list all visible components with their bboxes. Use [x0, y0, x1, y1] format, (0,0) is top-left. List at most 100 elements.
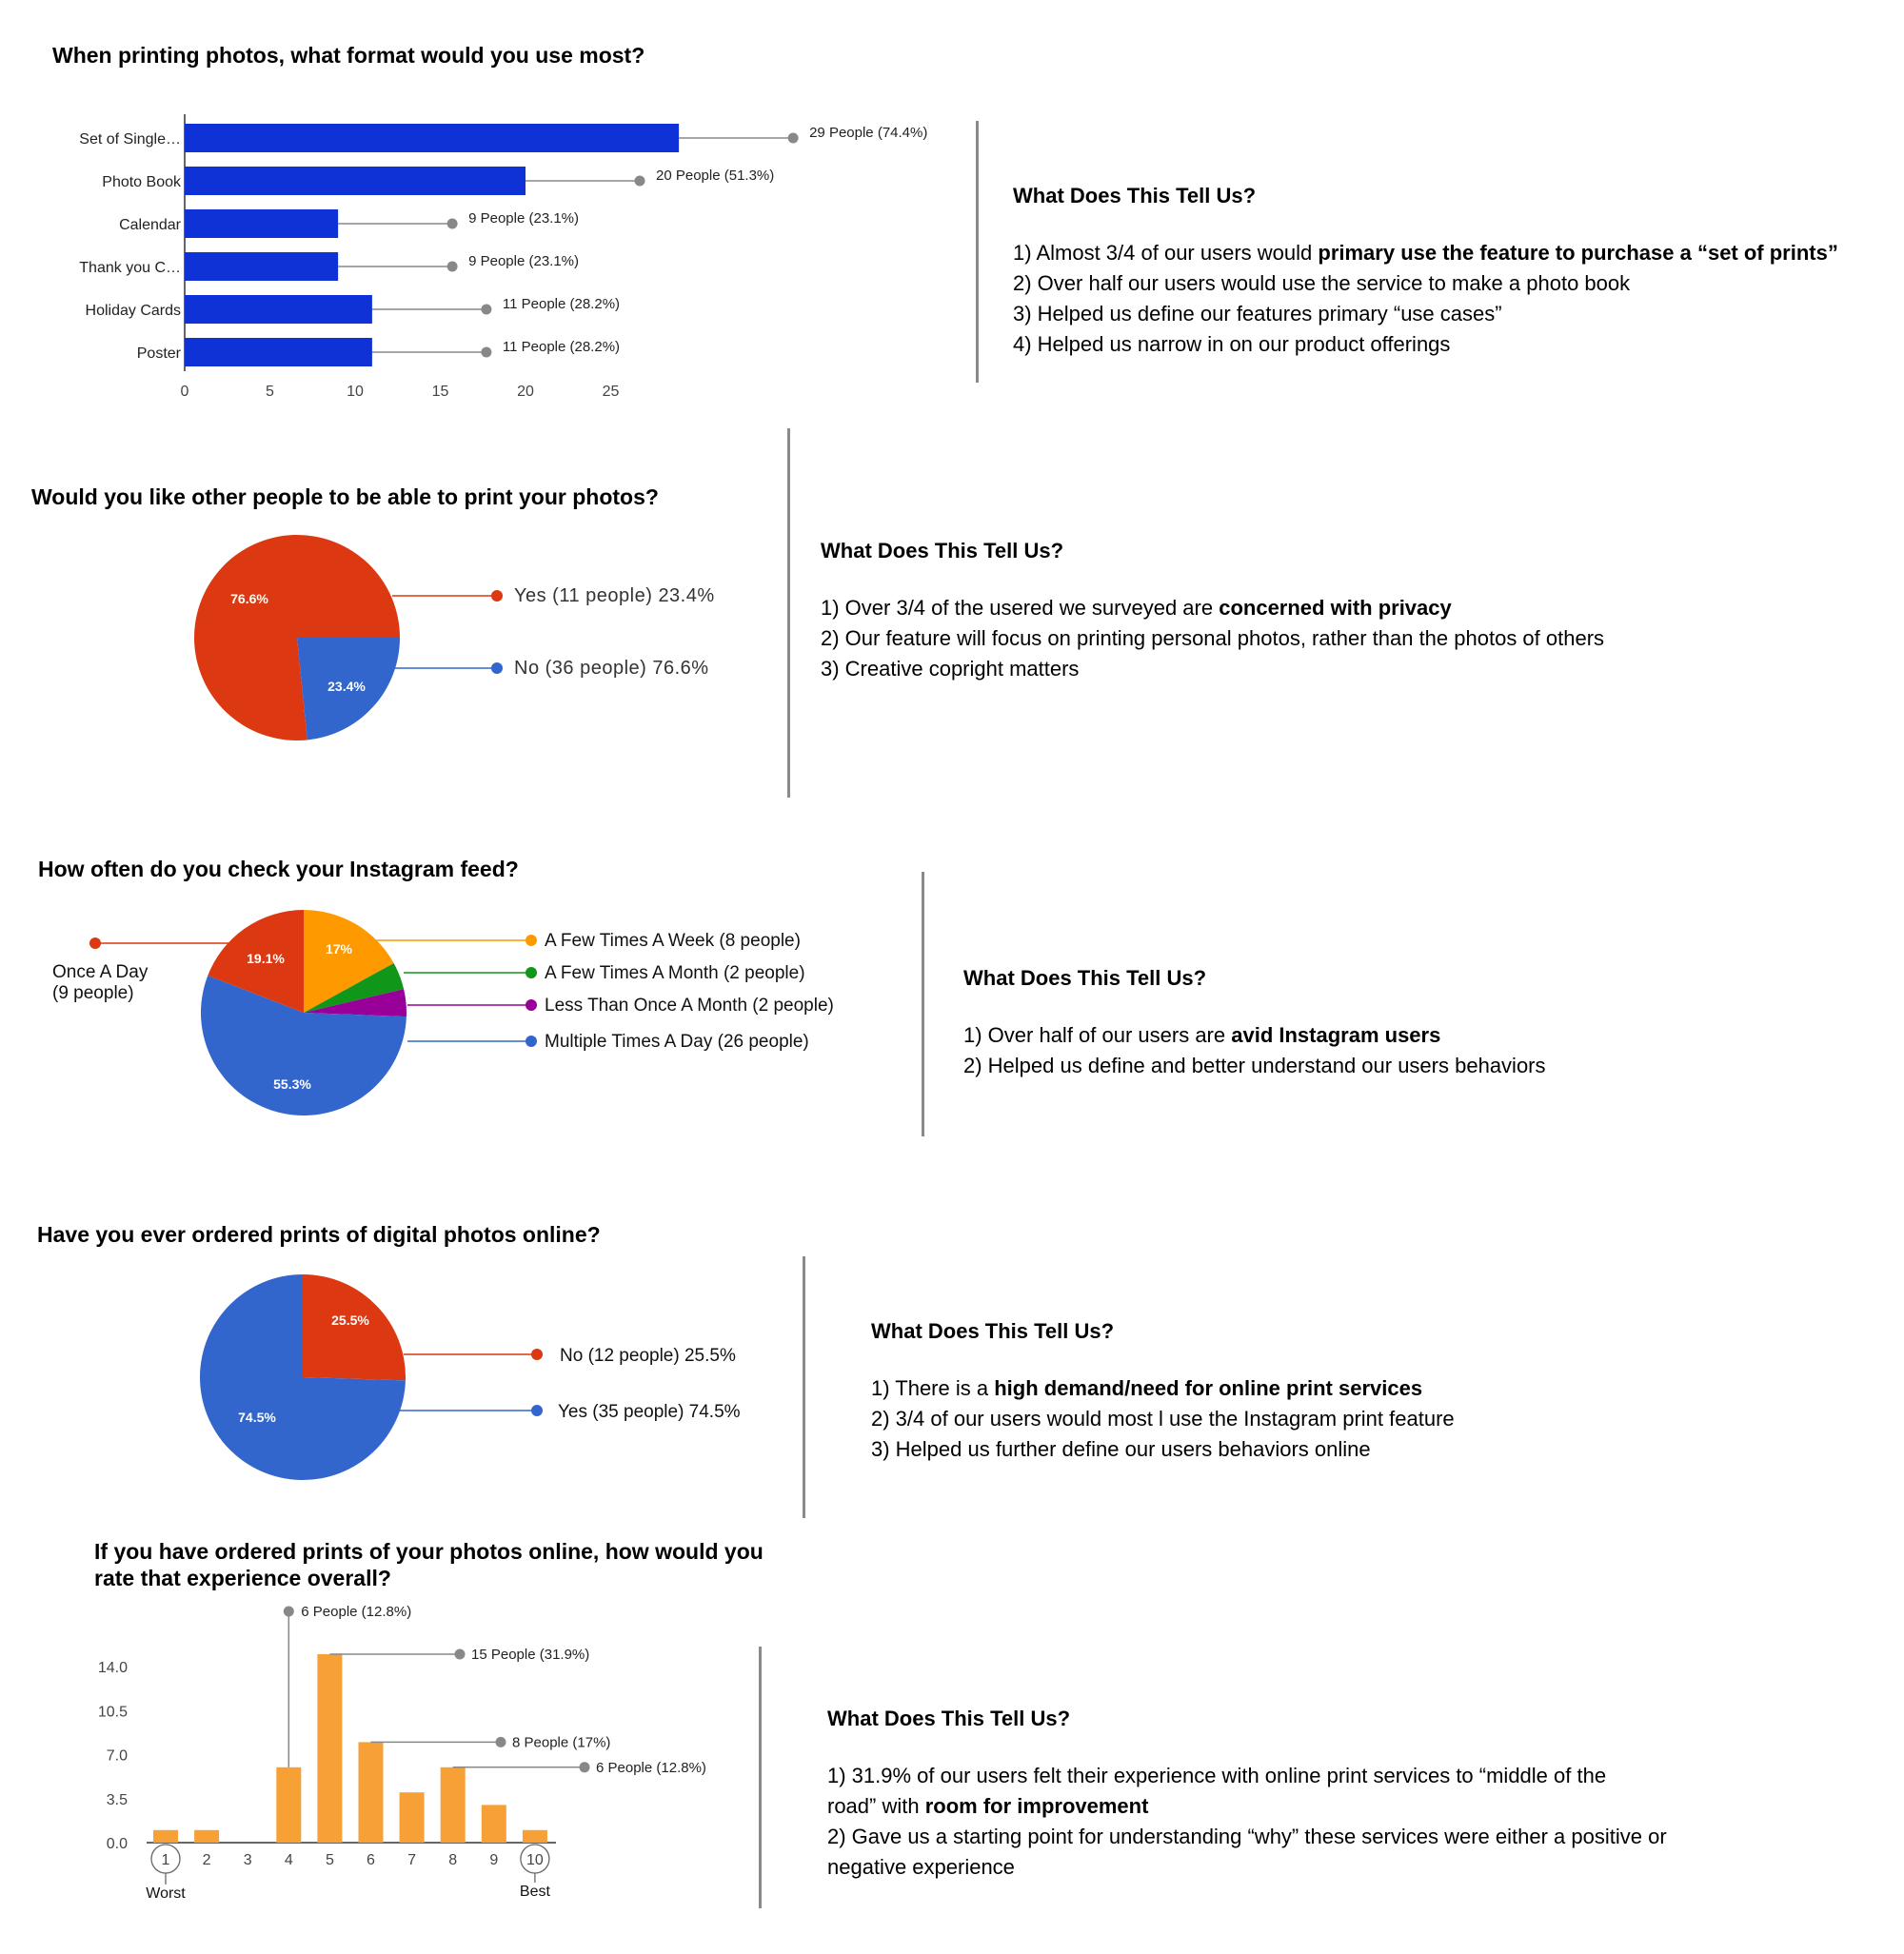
insight-line: 2) 3/4 of our users would most l use the…	[871, 1404, 1455, 1434]
pie-inner-label: 74.5%	[238, 1410, 276, 1425]
legend-dot	[531, 1405, 543, 1416]
insight-text: 3) Creative copright matters	[821, 657, 1080, 681]
annotation-dot	[495, 1736, 506, 1747]
x-tick-label: 1	[162, 1852, 170, 1868]
instagram-pie-chart: 17% 19.1% 55.3% A Few Times A Week (8 peopl…	[52, 910, 834, 1115]
bar	[185, 338, 372, 366]
x-tick-label: 4	[285, 1852, 293, 1868]
insight-heading: What Does This Tell Us?	[871, 1319, 1115, 1343]
divider-4	[803, 1256, 805, 1518]
data-label-dot	[634, 175, 645, 187]
x-tick-label: 25	[603, 384, 620, 400]
insight-text: 2) 3/4 of our users would most l use the…	[871, 1407, 1455, 1431]
pie-slice-yes	[297, 638, 400, 740]
category-label: Poster	[137, 345, 182, 362]
annotation-label: 6 People (12.8%)	[301, 1604, 411, 1620]
question-title-rating-line2: rate that experience overall?	[94, 1566, 391, 1590]
insight-line: 3) Helped us define our features primary…	[1013, 299, 1838, 329]
pie-inner-label: 25.5%	[331, 1313, 369, 1328]
insight-text: 1) Over 3/4 of the usered we surveyed ar…	[821, 596, 1220, 620]
bar	[185, 167, 526, 195]
legend-dot	[491, 662, 503, 674]
x-tick-label: 0	[181, 384, 189, 400]
insight-block-3: What Does This Tell Us? 1) Over half of …	[963, 963, 1546, 1081]
pie-inner-label: 55.3%	[273, 1076, 311, 1092]
x-tick-label: 10	[526, 1852, 544, 1868]
data-label: 9 People (23.1%)	[468, 253, 579, 269]
insight-line: road” with room for improvement	[827, 1791, 1667, 1822]
category-label: Thank you C…	[79, 260, 181, 276]
legend-dot	[526, 1036, 537, 1047]
x-tick-label: 3	[244, 1852, 252, 1868]
legend-label: A Few Times A Week (8 people)	[545, 931, 801, 951]
insight-text: 3) Helped us define our features primary…	[1013, 302, 1502, 326]
insight-block-2: What Does This Tell Us? 1) Over 3/4 of t…	[821, 536, 1604, 684]
legend-label: No (12 people) 25.5%	[560, 1346, 736, 1366]
question-title-rating: If you have ordered prints of your photo…	[94, 1538, 764, 1591]
data-label: 11 People (28.2%)	[503, 296, 620, 312]
legend-dot	[526, 967, 537, 978]
insight-text: 1) Almost 3/4 of our users would	[1013, 241, 1319, 265]
insight-heading: What Does This Tell Us?	[821, 539, 1064, 563]
bar	[522, 1829, 547, 1843]
pie-slice	[201, 975, 407, 1115]
category-label: Photo Book	[102, 174, 182, 190]
bar	[194, 1829, 220, 1843]
category-label: Calendar	[119, 217, 182, 233]
x-tick-label: 7	[407, 1852, 416, 1868]
insight-line: 1) Over half of our users are avid Insta…	[963, 1020, 1546, 1051]
insight-line: negative experience	[827, 1852, 1667, 1883]
bar	[358, 1742, 384, 1843]
legend-label: No (36 people) 76.6%	[514, 658, 709, 679]
x-tick-label: 20	[517, 384, 534, 400]
divider-2	[787, 428, 790, 798]
bar	[317, 1654, 343, 1843]
question-title-privacy: Would you like other people to be able t…	[31, 484, 659, 509]
legend-dot	[531, 1349, 543, 1360]
insight-block-5: What Does This Tell Us? 1) 31.9% of our …	[827, 1704, 1667, 1883]
insight-emphasis: high demand/need for online print servic…	[994, 1376, 1423, 1400]
bar	[276, 1766, 302, 1843]
pie-inner-label: 19.1%	[247, 951, 285, 966]
insight-emphasis: room for improvement	[924, 1794, 1149, 1818]
insight-line: 3) Creative copright matters	[821, 654, 1604, 684]
best-label: Best	[520, 1884, 551, 1900]
legend-label: Multiple Times A Day (26 people)	[545, 1032, 809, 1052]
insight-text: 2) Our feature will focus on printing pe…	[821, 626, 1605, 650]
y-tick-label: 3.5	[107, 1792, 128, 1808]
data-label-dot	[446, 218, 458, 229]
insight-line: 1) There is a high demand/need for onlin…	[871, 1373, 1455, 1404]
insight-text: 1) Over half of our users are	[963, 1023, 1232, 1047]
question-title-format: When printing photos, what format would …	[52, 43, 645, 68]
x-tick-label: 6	[367, 1852, 375, 1868]
x-tick-label: 2	[203, 1852, 211, 1868]
data-label-dot	[446, 261, 458, 272]
bar	[399, 1792, 425, 1843]
data-label-dot	[481, 304, 492, 315]
insight-heading: What Does This Tell Us?	[1013, 184, 1257, 207]
category-label: Set of Single…	[79, 131, 181, 148]
insight-text: 4) Helped us narrow in on our product of…	[1013, 332, 1451, 356]
y-tick-label: 10.5	[98, 1704, 128, 1720]
insight-line: 4) Helped us narrow in on our product of…	[1013, 329, 1838, 360]
privacy-pie-chart: 76.6% 23.4% Yes (11 people) 23.4% No (36 pe…	[193, 535, 714, 740]
insight-emphasis: avid Instagram users	[1231, 1023, 1441, 1047]
data-label: 29 People (74.4%)	[809, 125, 927, 141]
data-label-dot	[481, 346, 492, 358]
pie-inner-label: 23.4%	[327, 679, 366, 694]
insight-emphasis: primary use the feature to purchase a “s…	[1318, 241, 1838, 265]
annotation-label: 8 People (17%)	[512, 1734, 610, 1750]
bar	[481, 1805, 506, 1843]
ordered-pie-chart: 25.5% 74.5% No (12 people) 25.5% Yes (35 pe…	[200, 1274, 741, 1480]
bar	[185, 209, 339, 238]
y-tick-label: 7.0	[107, 1748, 128, 1765]
insight-emphasis: concerned with privacy	[1219, 596, 1452, 620]
data-label: 9 People (23.1%)	[468, 210, 579, 227]
category-label: Holiday Cards	[86, 303, 181, 319]
insight-text: 1) There is a	[871, 1376, 995, 1400]
x-tick-label: 8	[448, 1852, 457, 1868]
worst-label: Worst	[146, 1885, 186, 1902]
annotation-dot	[283, 1606, 294, 1617]
data-label: 11 People (28.2%)	[503, 339, 620, 355]
bar	[153, 1829, 178, 1843]
